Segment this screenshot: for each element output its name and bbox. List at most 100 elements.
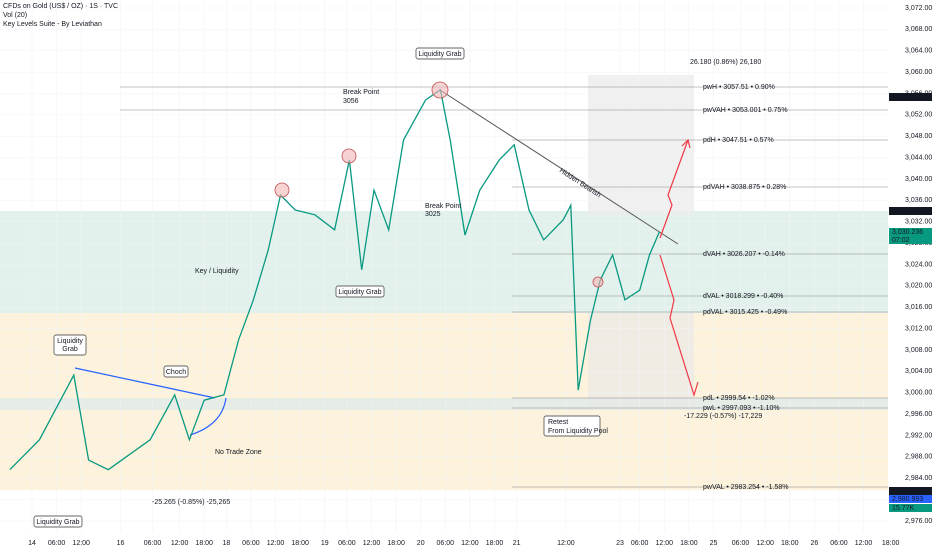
price-tag-bg	[889, 207, 932, 215]
x-tick-label: 18:00	[680, 540, 698, 547]
x-tick-label: 06:00	[732, 540, 750, 547]
measure-box-up	[588, 75, 694, 215]
price-tag: 3,030.236	[892, 229, 923, 236]
y-tick-label: 3,024.000	[905, 261, 932, 268]
price-tag-bg	[889, 93, 932, 101]
level-label: pwVAL • 2983.254 • -1.58%	[703, 484, 788, 491]
y-tick-label: 3,068.000	[905, 26, 932, 33]
annotation: 26.180 (0.86%) 26,180	[690, 59, 761, 66]
y-tick-label: 3,016.000	[905, 304, 932, 311]
level-label: dVAL • 3018.299 • -0.40%	[703, 293, 783, 300]
annotation: Liquidity Grab	[418, 51, 461, 58]
annotation: Retest	[548, 419, 568, 426]
x-tick-label: 12:00	[72, 540, 90, 547]
x-tick-label: 18:00	[387, 540, 405, 547]
annotation: 3056	[343, 98, 359, 105]
y-tick-label: 3,064.000	[905, 48, 932, 55]
arrow-down	[659, 254, 699, 398]
x-tick-label: 06:00	[338, 540, 356, 547]
trend-line	[74, 367, 216, 399]
y-axis-bg	[888, 0, 932, 532]
x-tick-label: 21	[513, 540, 521, 547]
annotation: Break Point	[425, 203, 461, 210]
x-tick-label: 06:00	[242, 540, 260, 547]
x-tick-label: 18:00	[291, 540, 309, 547]
y-tick-label: 3,004.000	[905, 368, 932, 375]
price-tag-bg	[889, 504, 932, 512]
y-tick-label: 2,976.000	[905, 518, 932, 525]
x-tick-label: 18:00	[882, 540, 900, 547]
measure-box-down	[588, 313, 694, 405]
x-tick-label: 06:00	[144, 540, 162, 547]
annotation: Liquidity Grab	[36, 519, 79, 526]
annotation: -17.229 (-0.57%) -17,229	[684, 413, 762, 420]
annotation: Key / Liquidity	[195, 268, 239, 275]
x-tick-label: 12:00	[756, 540, 774, 547]
callout-box	[543, 415, 601, 437]
x-tick-label: 26	[810, 540, 818, 547]
annotation: Liquidity	[57, 338, 83, 345]
price-tag: 3,055.676	[892, 94, 923, 101]
y-tick-label: 2,996.000	[905, 411, 932, 418]
y-tick-label: 3,044.000	[905, 154, 932, 161]
annotation: No Trade Zone	[215, 449, 262, 456]
circle	[592, 276, 604, 288]
price-line	[9, 88, 660, 471]
x-tick-label: 16	[117, 540, 125, 547]
x-tick-label: 25	[710, 540, 718, 547]
level-label: pdH • 3047.51 • 0.57%	[703, 137, 774, 144]
level-label: pdVAL • 3015.425 • -0.49%	[703, 309, 787, 316]
y-tick-label: 3,020.000	[905, 283, 932, 290]
x-tick-label: 18	[222, 540, 230, 547]
y-tick-label: 2,992.000	[905, 432, 932, 439]
grid	[0, 0, 891, 532]
x-tick-label: 12:00	[557, 540, 575, 547]
callout-box	[415, 47, 465, 60]
price-tag-bg	[889, 495, 932, 503]
annotation: Break Point	[343, 89, 379, 96]
y-tick-label: 3,060.000	[905, 69, 932, 76]
header-indicator: Key Levels Suite - By Leviathan	[3, 21, 102, 28]
circle	[274, 182, 290, 198]
x-tick-label: 20	[417, 540, 425, 547]
y-tick-label: 3,052.000	[905, 112, 932, 119]
y-tick-label: 3,000.000	[905, 390, 932, 397]
callout-box	[33, 515, 83, 528]
header-volume: Vol (20)	[3, 12, 27, 19]
x-tick-label: 12:00	[855, 540, 873, 547]
x-tick-label: 23	[616, 540, 624, 547]
x-tick-label: 12:00	[461, 540, 479, 547]
y-tick-label: 3,048.000	[905, 133, 932, 140]
markers	[274, 81, 604, 288]
price-tag: 15.77K	[892, 505, 915, 512]
callout-box	[163, 365, 189, 378]
annotation: Grab	[62, 346, 78, 353]
price-tag-bg	[889, 236, 932, 244]
annotation: 3025	[425, 211, 441, 218]
annotation: Choch	[166, 369, 186, 376]
x-tick-label: 12:00	[171, 540, 189, 547]
level-label: pwVAH • 3053.001 • 0.75%	[703, 107, 788, 114]
x-tick-label: 18:00	[486, 540, 504, 547]
x-tick-label: 19	[321, 540, 329, 547]
series	[9, 88, 660, 471]
level-label: dVAH • 3026.207 • -0.14%	[703, 251, 785, 258]
x-tick-label: 06:00	[830, 540, 848, 547]
arrows	[659, 138, 699, 398]
price-tag: 3,034.364	[892, 208, 923, 215]
annotation: From Liquidity Pool	[548, 428, 608, 435]
circle	[341, 148, 357, 164]
level-label: pdVAH • 3038.875 • 0.28%	[703, 184, 786, 191]
x-tick-label: 12:00	[363, 540, 381, 547]
x-axis-bg	[0, 532, 932, 550]
price-tag: 07:02	[892, 237, 910, 244]
y-tick-label: 3,008.000	[905, 347, 932, 354]
price-tag: 2,980.993	[892, 496, 923, 503]
x-tick-label: 14	[28, 540, 36, 547]
callout-box	[335, 285, 385, 298]
price-tag: 2,981.899	[892, 488, 923, 495]
x-tick-label: 18:00	[781, 540, 799, 547]
y-tick-label: 3,072.000	[905, 5, 932, 12]
x-tick-label: 12:00	[267, 540, 285, 547]
